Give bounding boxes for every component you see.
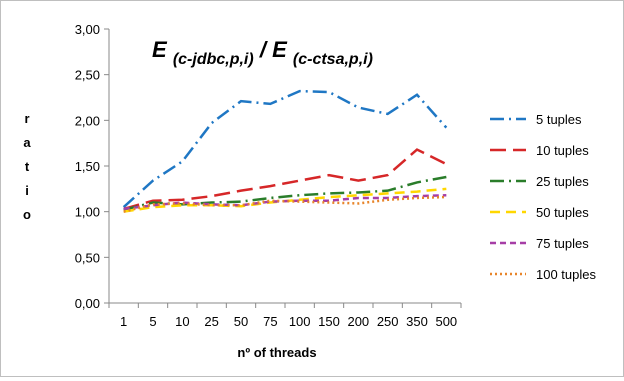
y-tick-label: 3,00 (75, 22, 100, 37)
x-tick-label: 350 (406, 314, 428, 329)
legend-label: 10 tuples (536, 143, 589, 158)
legend-label: 75 tuples (536, 236, 589, 251)
legend-label: 5 tuples (536, 112, 582, 127)
x-tick-label: 5 (149, 314, 156, 329)
y-tick-label: 0,00 (75, 296, 100, 311)
chart-title: E (c-jdbc,p,i) / E (c-ctsa,p,i) (152, 37, 373, 69)
x-axis-label: nº of threads (237, 345, 316, 360)
x-tick-label: 200 (347, 314, 369, 329)
legend-label: 50 tuples (536, 205, 589, 220)
y-tick-label: 2,00 (75, 113, 100, 128)
series-line (123, 193, 447, 211)
legend-label: 100 tuples (536, 267, 596, 282)
x-tick-label: 250 (377, 314, 399, 329)
legend: 5 tuples 10 tuples 25 tuples 50 tuples 75 tu… (490, 112, 596, 282)
series-line (123, 148, 447, 211)
series-layer (122, 89, 448, 213)
y-tick-label: 1,00 (75, 205, 100, 220)
y-label-char: a (23, 135, 31, 150)
svg-text:E (c-jdbc,p,i): E (c-jdbc,p,i) / E (c-ctsa,p,i) (152, 37, 373, 69)
title-main: E (152, 37, 168, 62)
legend-label: 25 tuples (536, 174, 589, 189)
x-tick-label: 1 (120, 314, 127, 329)
axes-layer: 0,00 0,50 1,00 1,50 2,00 2,50 3,00 1 5 10 25 50 75 10… (75, 22, 462, 329)
series-line (123, 195, 447, 213)
y-tick-label: 1,50 (75, 159, 100, 174)
x-tick-label: 75 (263, 314, 277, 329)
y-tick-label: 2,50 (75, 68, 100, 83)
x-tick-label: 100 (289, 314, 311, 329)
x-tick-label: 500 (435, 314, 457, 329)
y-label-char: t (25, 159, 30, 174)
title-separator: / (259, 37, 269, 62)
y-tick-label: 0,50 (75, 250, 100, 265)
title-main-2: E (272, 37, 288, 62)
y-label-char: r (24, 111, 29, 126)
x-tick-label: 10 (175, 314, 189, 329)
y-label-char: i (25, 183, 29, 198)
title-subscript-2: (c-ctsa,p,i) (293, 51, 373, 68)
series-line (122, 89, 448, 209)
x-tick-label: 25 (204, 314, 218, 329)
x-tick-label: 50 (234, 314, 248, 329)
y-label-char: o (23, 207, 31, 222)
title-subscript-1: (c-jdbc,p,i) (173, 51, 254, 68)
x-tick-label: 150 (318, 314, 340, 329)
